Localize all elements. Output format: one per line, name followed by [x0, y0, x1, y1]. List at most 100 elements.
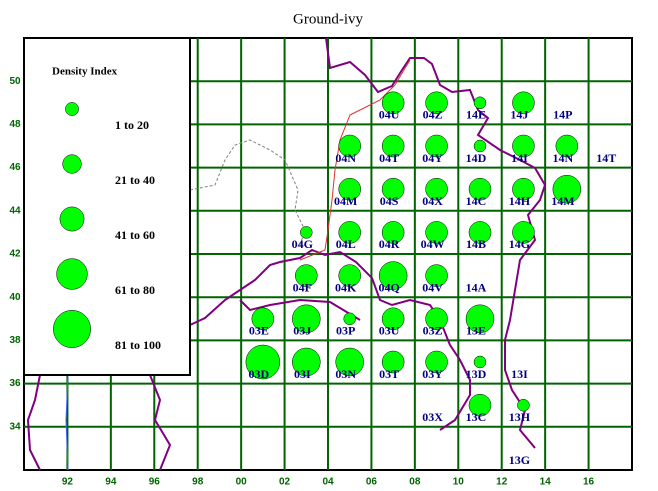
density-symbol: [468, 393, 492, 417]
density-symbol: [512, 91, 535, 115]
county-boundary: [189, 248, 471, 431]
tetrad-label: 14N: [553, 151, 574, 165]
density-symbol: [465, 304, 495, 334]
tetrad-label: 14D: [466, 151, 487, 165]
y-tick-label: 36: [9, 378, 21, 389]
tetrad-label: 03X: [422, 410, 443, 424]
density-symbol: [517, 398, 530, 412]
tetrad-label: 04S: [380, 194, 399, 208]
legend-symbol: [65, 102, 79, 116]
density-symbol: [338, 134, 361, 158]
legend-label: 61 to 80: [115, 283, 155, 297]
tetrad-label: 14M: [551, 194, 574, 208]
tetrad-label: 14I: [511, 151, 528, 165]
tetrad-label: 04N: [335, 151, 356, 165]
tetrad-label: 04G: [292, 237, 313, 251]
tetrad-label: 03J: [293, 324, 311, 338]
y-tick-label: 48: [9, 119, 21, 130]
density-symbol: [425, 134, 448, 158]
tetrad-label: 04R: [379, 237, 400, 251]
tetrad-label: 14H: [509, 194, 531, 208]
y-tick-label: 40: [9, 292, 21, 303]
tetrad-label: 03Y: [422, 367, 443, 381]
tetrad-label: 04X: [422, 194, 443, 208]
tetrad-label: 14T: [596, 151, 616, 165]
x-tick-label: 12: [496, 477, 508, 488]
density-symbol: [300, 226, 313, 239]
tetrad-label: 03Z: [423, 324, 443, 338]
density-symbol: [425, 350, 448, 374]
density-symbol: [378, 261, 408, 290]
tetrad-label: 03E: [249, 324, 269, 338]
tetrad-label: 14P: [553, 108, 572, 122]
tetrad-label: 03I: [294, 367, 311, 381]
density-symbol: [292, 304, 321, 334]
density-symbol: [512, 134, 535, 158]
density-symbol: [425, 221, 448, 244]
county-boundary: [325, 37, 547, 449]
y-tick-label: 46: [9, 162, 21, 173]
x-tick-label: 04: [322, 477, 334, 488]
density-symbol: [512, 221, 535, 244]
x-tick-label: 10: [453, 477, 465, 488]
x-tick-label: 96: [149, 477, 161, 488]
density-symbol: [473, 96, 487, 110]
density-symbol: [425, 177, 448, 201]
tetrad-label: 03P: [336, 324, 355, 338]
density-symbol: [512, 177, 535, 201]
density-symbol: [295, 264, 318, 287]
tetrad-label: 04Q: [378, 280, 399, 294]
x-tick-label: 08: [409, 477, 421, 488]
x-tick-label: 16: [583, 477, 595, 488]
road: [299, 59, 411, 261]
tetrad-label: 14B: [466, 237, 486, 251]
tetrad-label: 04M: [334, 194, 357, 208]
y-tick-label: 38: [9, 335, 21, 346]
tetrad-label: 13H: [509, 410, 531, 424]
tetrad-label: 04W: [421, 237, 445, 251]
density-symbol: [338, 264, 361, 287]
legend-box: [23, 37, 191, 376]
tetrad-label: 14G: [509, 237, 530, 251]
density-symbol: [552, 174, 582, 204]
tetrad-label: 04Z: [423, 108, 443, 122]
tetrad-label: 03D: [249, 367, 270, 381]
boundaries: [23, 37, 547, 471]
density-symbol: [555, 134, 579, 158]
density-symbol: [425, 264, 448, 287]
x-tick-label: 14: [540, 477, 552, 488]
legend-label: 21 to 40: [115, 173, 155, 187]
tetrad-label: 04L: [336, 237, 356, 251]
tetrad-label: 04V: [422, 280, 443, 294]
y-tick-label: 50: [9, 76, 21, 87]
tetrad-label: 03N: [335, 367, 356, 381]
legend-label: 81 to 100: [115, 338, 161, 352]
county-boundary: [149, 374, 172, 471]
x-tick-label: 00: [236, 477, 248, 488]
tetrad-label: 04U: [379, 108, 400, 122]
y-tick-label: 34: [9, 421, 21, 432]
x-tick-label: 06: [366, 477, 378, 488]
x-tick-label: 92: [62, 477, 74, 488]
parish-boundary: [189, 139, 306, 246]
density-symbol: [251, 307, 275, 331]
y-tick-label: 42: [9, 249, 21, 260]
density-symbol: [381, 134, 405, 158]
title: Ground-ivy: [293, 11, 363, 27]
density-symbol: [425, 307, 448, 331]
density-symbol: [381, 177, 405, 201]
county-boundary: [239, 298, 361, 321]
density-symbol: [343, 312, 356, 326]
density-symbol: [468, 177, 492, 201]
tetrad-label: 14C: [466, 194, 487, 208]
tetrad-label: 13D: [466, 367, 487, 381]
density-symbol: [338, 177, 361, 201]
density-symbol: [381, 307, 405, 331]
tetrad-label: 03U: [379, 324, 400, 338]
legend: Density Index 1 to 20 21 to 40 41 to 60 61 t…: [52, 66, 161, 352]
density-symbol: [245, 344, 281, 380]
x-tick-label: 02: [279, 477, 291, 488]
tetrad-label: 14A: [466, 280, 487, 294]
legend-symbol: [59, 206, 85, 232]
